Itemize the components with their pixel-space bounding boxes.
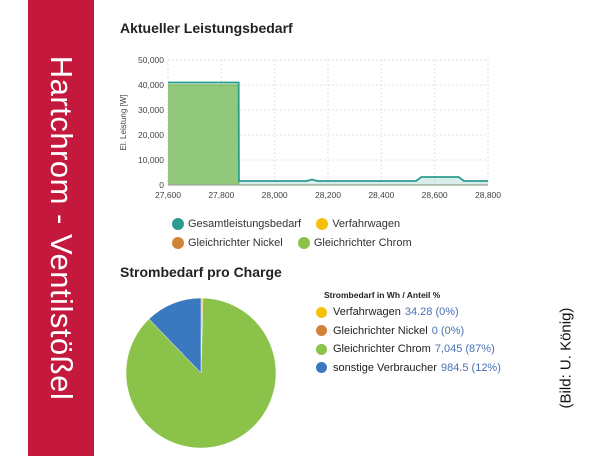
line-chart-title: Aktueller Leistungsbedarf <box>120 20 293 36</box>
pie-legend-label: Gleichrichter Nickel <box>333 324 428 337</box>
series-line-0 <box>168 81 488 182</box>
y-tick-label: 0 <box>159 180 164 190</box>
series-area-0 <box>168 82 488 185</box>
side-title: Hartchrom - Ventilstößel <box>44 55 79 401</box>
legend-dot-icon <box>316 343 327 355</box>
pie-legend-item[interactable]: Gleichrichter Chrom 7,045 (87%) <box>316 340 501 359</box>
pie-legend-item[interactable]: Gleichrichter Nickel 0 (0%) <box>316 322 501 341</box>
pie-legend-title: Strombedarf in Wh / Anteil % <box>324 290 441 300</box>
pie-slice-3 <box>148 297 202 374</box>
pie-legend-value: 0 (0%) <box>431 324 465 337</box>
y-tick-label: 20,000 <box>138 130 164 140</box>
y-tick-label: 30,000 <box>138 105 164 115</box>
legend-dot-icon <box>297 237 310 249</box>
x-tick-label: 28,800 <box>475 190 501 200</box>
pie-legend-item[interactable]: Verfahrwagen 34.28 (0%) <box>316 303 501 322</box>
legend-dot-icon <box>316 325 327 337</box>
x-tick-label: 27,800 <box>208 190 234 200</box>
legend-dot-icon <box>172 237 184 249</box>
legend-item-verfahrwagen[interactable]: Verfahrwagen <box>316 218 400 230</box>
legend-item-chrom[interactable]: Gleichrichter Chrom <box>297 237 412 249</box>
pie-legend-value: 7,045 (87%) <box>434 343 495 356</box>
y-tick-label: 40,000 <box>138 80 164 90</box>
series-area-3 <box>168 85 488 185</box>
pie-chart-title: Strombedarf pro Charge <box>120 264 282 280</box>
x-tick-label: 28,000 <box>262 190 288 200</box>
legend-dot-icon <box>172 218 184 230</box>
x-tick-label: 28,200 <box>315 190 341 200</box>
y-axis-label: El. Leistung [W] <box>119 94 128 150</box>
legend-dot-icon <box>316 306 327 318</box>
y-tick-label: 10,000 <box>138 155 164 165</box>
pie-legend-label: Gleichrichter Chrom <box>333 343 431 356</box>
pie-legend-label: sonstige Verbraucher <box>333 361 437 374</box>
x-tick-label: 28,400 <box>368 190 394 200</box>
x-tick-label: 28,600 <box>422 190 448 200</box>
pie-legend-value: 984.5 (12%) <box>440 361 501 374</box>
pie-legend-value: 34.28 (0%) <box>404 306 459 319</box>
energy-per-batch-pie <box>125 297 277 449</box>
legend-dot-icon <box>316 218 329 230</box>
x-tick-label: 27,600 <box>155 190 181 200</box>
line-chart-legend: Gesamtleistungsbedarf Verfahrwagen Gleic… <box>172 218 424 252</box>
side-band <box>28 0 94 456</box>
legend-item-nickel[interactable]: Gleichrichter Nickel <box>172 237 283 249</box>
pie-legend-item[interactable]: sonstige Verbraucher 984.5 (12%) <box>316 359 501 378</box>
y-tick-label: 50,000 <box>138 55 164 65</box>
pie-legend: Strombedarf in Wh / Anteil % Verfahrwage… <box>316 290 501 377</box>
pie-legend-label: Verfahrwagen <box>333 306 401 319</box>
legend-dot-icon <box>316 362 327 374</box>
image-credit: (Bild: U. König) <box>557 307 575 409</box>
legend-item-total[interactable]: Gesamtleistungsbedarf <box>172 218 301 230</box>
power-demand-chart: 0 10,000 20,000 30,000 40,000 50,000 27,600 27,… <box>119 55 501 200</box>
